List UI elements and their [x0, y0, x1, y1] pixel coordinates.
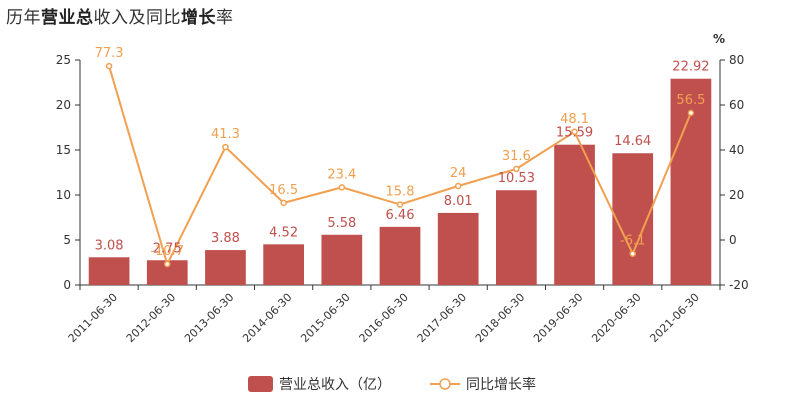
x-tick-label: 2014-06-30	[240, 291, 294, 345]
title-bold-2: 增长	[181, 8, 216, 28]
legend-swatch-marker	[439, 378, 451, 390]
bar-value-label: 3.88	[211, 231, 240, 246]
line-value-label: 15.8	[386, 184, 415, 199]
x-tick-label: 2013-06-30	[182, 291, 236, 345]
bar	[205, 250, 246, 285]
bar-value-label: 3.08	[95, 238, 124, 253]
bar-value-label: 10.53	[498, 171, 535, 186]
bar	[496, 190, 537, 285]
y-right-tick-label: -20	[729, 278, 749, 292]
line-value-label: -10.7	[150, 244, 184, 259]
y-right-tick-label: 80	[729, 53, 744, 67]
bar-value-label: 15.59	[556, 126, 593, 141]
x-tick-label: 2011-06-30	[66, 291, 120, 345]
data-labels: 3.08 2.75 3.88 4.52 5.58 6.46 8.01 10.53 15.59 14…	[95, 46, 710, 259]
y-right-tick-label: 40	[729, 143, 744, 157]
line-point	[338, 184, 346, 191]
x-tick-label: 2012-06-30	[124, 291, 178, 345]
line-value-label: 56.5	[676, 93, 705, 108]
y-left-tick-label: 20	[56, 98, 71, 112]
line-point	[687, 109, 695, 117]
x-tick-label: 2015-06-30	[298, 291, 352, 345]
watermark: 百家号 / 义龙财经	[650, 370, 788, 389]
y-left-tick-label: 5	[63, 233, 71, 247]
bar-value-label: 6.46	[386, 208, 415, 223]
title-part-1: 历年	[6, 8, 41, 28]
bar-series	[88, 78, 712, 285]
bar-value-label: 2.75	[153, 241, 182, 256]
y-left-tick-label: 10	[56, 188, 71, 202]
legend: 营业总收入（亿） 同比增长率	[248, 376, 536, 393]
y-right-tick-label: 20	[729, 188, 744, 202]
bar-value-label: 8.01	[444, 194, 473, 209]
x-tick-label: 2016-06-30	[357, 291, 411, 345]
bar	[554, 144, 595, 285]
x-tick-label: 2017-06-30	[415, 291, 469, 345]
bar	[437, 212, 479, 285]
bar	[263, 244, 304, 285]
x-tick-label: 2019-06-30	[531, 291, 585, 345]
title-part-2: 收入及同比	[93, 8, 181, 28]
x-tick-label: 2021-06-30	[647, 291, 701, 345]
title-part-3: 率	[216, 8, 234, 28]
legend-label-revenue: 营业总收入（亿）	[279, 377, 391, 393]
line-point	[571, 128, 578, 136]
bar-value-label: 4.52	[269, 225, 298, 240]
line-value-label: 23.4	[327, 167, 356, 182]
line-point	[105, 62, 113, 70]
y-left-tick-label: 25	[56, 53, 71, 67]
y-left-tick-label: 0	[63, 278, 71, 292]
legend-label-growth: 同比增长率	[466, 376, 536, 393]
bar-value-label: 22.92	[672, 60, 709, 75]
x-tick-label: 2018-06-30	[473, 291, 527, 345]
legend-swatch-bar	[248, 376, 273, 392]
bar-value-label: 14.64	[614, 134, 651, 149]
line-value-label: 31.6	[502, 149, 531, 164]
line-value-label: -6.1	[620, 234, 645, 249]
bar	[379, 226, 421, 285]
y-right-unit-label: %	[713, 32, 725, 46]
line-point	[164, 260, 171, 268]
line-series	[105, 62, 695, 268]
y-right-tick-label: 60	[729, 98, 744, 112]
bar	[321, 234, 363, 285]
line-point	[629, 250, 636, 257]
line-value-label: 48.1	[560, 112, 589, 127]
line-point	[454, 182, 462, 190]
bar	[88, 257, 130, 285]
line-point	[396, 201, 404, 208]
title-bold-1: 营业总	[41, 8, 94, 28]
chart-title: 历年营业总收入及同比增长率	[6, 3, 234, 28]
line-point	[222, 143, 229, 151]
line-value-label: 41.3	[211, 127, 240, 142]
y-right-tick-label: 0	[729, 233, 737, 247]
line-point	[513, 165, 520, 173]
line-point	[280, 199, 287, 207]
x-tick-label: 2020-06-30	[589, 291, 643, 345]
line-value-label: 77.3	[95, 46, 124, 61]
line-value-label: 24	[450, 166, 467, 181]
y-left-tick-label: 15	[56, 143, 71, 157]
bar-value-label: 5.58	[327, 216, 356, 231]
line-value-label: 16.5	[269, 183, 298, 198]
